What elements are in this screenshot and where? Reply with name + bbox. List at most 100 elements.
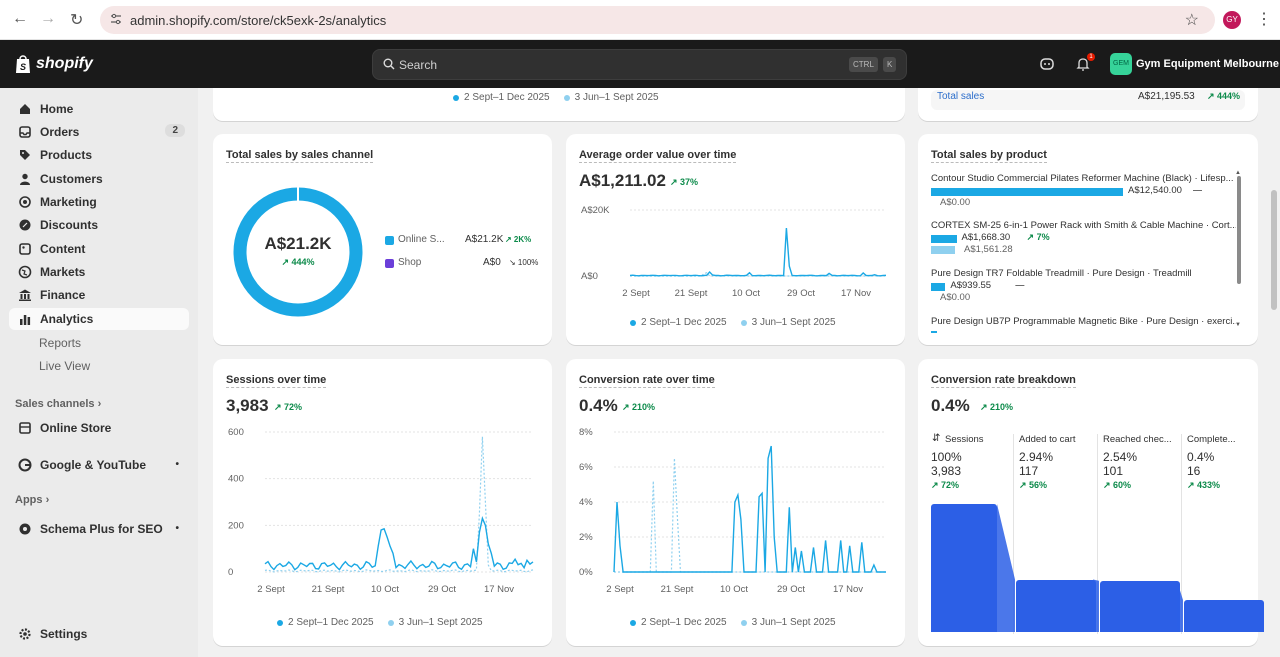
sidebar-item-label: Online Store xyxy=(40,421,112,435)
product-row[interactable]: Pure Design UB7P Programmable Magnetic B… xyxy=(931,316,1236,333)
status-dot-icon: • xyxy=(175,523,179,534)
card-title[interactable]: Average order value over time xyxy=(579,149,737,163)
legend-label: 2 Sept–1 Dec 2025 xyxy=(288,617,374,628)
legend-current[interactable]: 2 Sept–1 Dec 2025 xyxy=(453,92,550,103)
shopify-bag-icon: S xyxy=(16,55,30,73)
sidebar-item-content[interactable]: Content xyxy=(9,238,189,260)
search-input[interactable]: Search CTRL K xyxy=(372,49,907,80)
legend-dot xyxy=(453,94,459,101)
funnel-bar[interactable] xyxy=(931,504,997,632)
store-name[interactable]: Gym Equipment Melbourne xyxy=(1136,58,1280,70)
funnel-step[interactable]: Added to cart 2.94% 117 ↗ 56% xyxy=(1013,434,1096,634)
sidebar-item-marketing[interactable]: Marketing xyxy=(9,191,189,213)
legend-current[interactable]: 2 Sept–1 Dec 2025 xyxy=(277,617,374,628)
browser-toolbar: ← → ↻ admin.shopify.com/store/ck5exk-2s/… xyxy=(0,0,1280,40)
sales-by-product-card: Total sales by product Contour Studio Co… xyxy=(918,134,1258,345)
channel-donut-chart xyxy=(233,187,363,317)
sidebar-item-settings[interactable]: Settings xyxy=(9,623,189,645)
product-name: Pure Design UB7P Programmable Magnetic B… xyxy=(931,316,1236,327)
reload-icon[interactable]: ↻ xyxy=(70,12,84,29)
sidebar-item-orders[interactable]: Orders 2 xyxy=(9,121,189,143)
sidebar-sub-live-view[interactable]: Live View xyxy=(39,359,91,373)
funnel-step[interactable]: Reached chec... 2.54% 101 ↗ 60% xyxy=(1097,434,1180,634)
funnel-bar[interactable] xyxy=(1184,600,1264,632)
sales-channels-heading[interactable]: Sales channels › xyxy=(15,398,101,410)
store-avatar[interactable]: GEM xyxy=(1110,53,1132,75)
aov-card: Average order value over time A$1,211.02… xyxy=(566,134,905,345)
conversion-funnel: Sessions 100% 3,983 ↗ 72% ⇵ Added to cart 2.94… xyxy=(931,433,1264,634)
page-scrollbar-thumb[interactable] xyxy=(1271,190,1277,310)
page-scrollbar-track[interactable] xyxy=(1268,88,1280,657)
google-icon xyxy=(18,458,32,472)
sidebar-item-discounts[interactable]: Discounts xyxy=(9,214,189,236)
conversion-delta: ↗ 210% xyxy=(622,402,656,412)
total-sales-label[interactable]: Total sales xyxy=(937,91,985,102)
card-title[interactable]: Sessions over time xyxy=(226,374,327,388)
channel-row[interactable]: Online S... A$21.2K ↗ 2K% xyxy=(385,234,545,250)
site-settings-icon[interactable] xyxy=(110,13,122,25)
legend-previous[interactable]: 3 Jun–1 Sept 2025 xyxy=(563,92,659,103)
shopify-logo[interactable]: S shopify xyxy=(14,54,93,74)
funnel-bar[interactable] xyxy=(1100,580,1180,632)
funnel-step[interactable]: Sessions 100% 3,983 ↗ 72% ⇵ xyxy=(931,433,1011,634)
legend-previous[interactable]: 3 Jun–1 Sept 2025 xyxy=(387,617,483,628)
channel-row[interactable]: Shop A$0 ↘ 100% xyxy=(385,257,545,273)
product-bar-previous[interactable] xyxy=(931,246,955,254)
y-tick-label: 6% xyxy=(579,462,593,473)
forward-icon[interactable]: → xyxy=(40,10,56,27)
url-text: admin.shopify.com/store/ck5exk-2s/analyt… xyxy=(130,13,387,28)
product-row[interactable]: CORTEX SM-25 6-in-1 Power Rack with Smit… xyxy=(931,220,1236,265)
y-tick-label: 600 xyxy=(228,427,244,438)
sidebar-item-products[interactable]: Products xyxy=(9,144,189,166)
card-title[interactable]: Conversion rate over time xyxy=(579,374,715,388)
scroll-up-icon[interactable]: ▲ xyxy=(1235,170,1241,176)
sidebar-item-schema-plus[interactable]: Schema Plus for SEO • xyxy=(9,518,189,540)
browser-menu-icon[interactable]: ⋮ xyxy=(1256,11,1272,28)
sidebar-item-label: Schema Plus for SEO xyxy=(40,522,163,536)
product-row[interactable]: Pure Design TR7 Foldable Treadmill · Pur… xyxy=(931,268,1236,313)
svg-text:S: S xyxy=(20,62,26,72)
sidebar-item-google-youtube[interactable]: Google & YouTube • xyxy=(9,454,189,476)
chart-legend: 2 Sept–1 Dec 2025 3 Jun–1 Sept 2025 xyxy=(277,617,483,628)
product-bar-current[interactable] xyxy=(931,331,937,333)
sidebar-item-label: Home xyxy=(40,102,74,116)
sidebar-item-finance[interactable]: Finance xyxy=(9,284,189,306)
back-icon[interactable]: ← xyxy=(12,10,28,27)
funnel-bar[interactable] xyxy=(1016,579,1096,632)
product-bar-current[interactable] xyxy=(931,235,957,243)
sidebar-item-markets[interactable]: Markets xyxy=(9,261,189,283)
sidebar-item-home[interactable]: Home xyxy=(9,98,189,120)
product-row[interactable]: Contour Studio Commercial Pilates Reform… xyxy=(931,173,1236,218)
funnel-step[interactable]: Complete... 0.4% 16 ↗ 433% xyxy=(1181,434,1264,634)
address-bar[interactable]: admin.shopify.com/store/ck5exk-2s/analyt… xyxy=(100,6,1215,34)
card-title[interactable]: Conversion rate breakdown xyxy=(931,374,1076,388)
card-title[interactable]: Total sales by sales channel xyxy=(226,149,374,163)
shortcut-ctrl: CTRL xyxy=(849,57,878,72)
product-value-previous: A$0.00 xyxy=(940,197,971,208)
sidekick-icon[interactable] xyxy=(1039,56,1055,72)
profile-avatar[interactable]: GY xyxy=(1223,11,1241,29)
card-title[interactable]: Total sales by product xyxy=(931,149,1047,163)
product-scrollbar[interactable] xyxy=(1237,176,1241,284)
funnel-step-delta: ↗ 433% xyxy=(1187,480,1221,490)
apps-heading[interactable]: Apps › xyxy=(15,494,49,506)
funnel-step-percent: 0.4% xyxy=(1187,450,1215,464)
sidebar-item-label: Discounts xyxy=(40,218,99,232)
legend-previous[interactable]: 3 Jun–1 Sept 2025 xyxy=(740,317,836,328)
product-bar-current[interactable] xyxy=(931,188,1123,196)
legend-current[interactable]: 2 Sept–1 Dec 2025 xyxy=(630,317,727,328)
discount-icon xyxy=(19,219,31,231)
funnel-step-label: Complete... xyxy=(1187,434,1236,445)
notification-bell-icon[interactable] xyxy=(1075,56,1091,72)
scroll-down-icon[interactable]: ▼ xyxy=(1235,322,1241,328)
sidebar-item-customers[interactable]: Customers xyxy=(9,168,189,190)
product-bar-current[interactable] xyxy=(931,283,946,291)
legend-current[interactable]: 2 Sept–1 Dec 2025 xyxy=(630,617,727,628)
sidebar-sub-reports[interactable]: Reports xyxy=(39,336,82,350)
legend-previous[interactable]: 3 Jun–1 Sept 2025 xyxy=(740,617,836,628)
y-tick-label: 2% xyxy=(579,532,593,543)
sidebar-item-analytics[interactable]: Analytics xyxy=(9,308,189,330)
bookmark-star-icon[interactable]: ☆ xyxy=(1184,12,1199,29)
brand-name: shopify xyxy=(36,55,93,72)
sidebar-item-online-store[interactable]: Online Store xyxy=(9,417,189,439)
